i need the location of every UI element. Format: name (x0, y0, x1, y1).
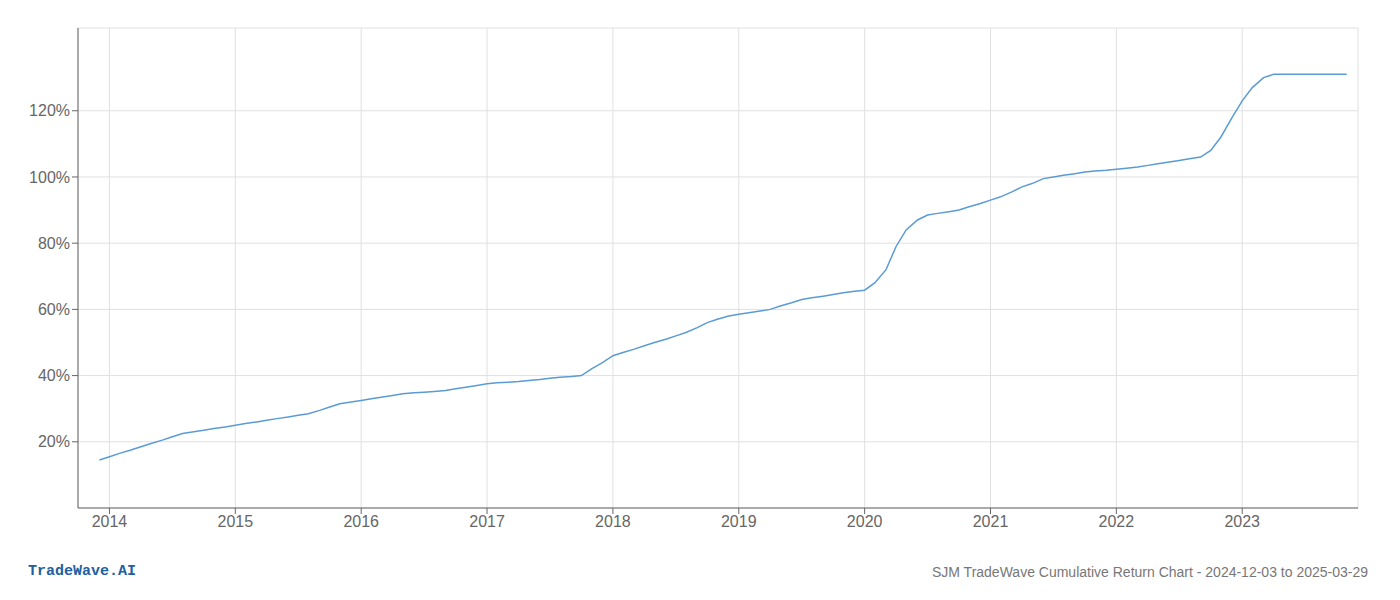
svg-text:120%: 120% (29, 102, 70, 119)
svg-text:2019: 2019 (721, 513, 757, 530)
svg-text:2018: 2018 (595, 513, 631, 530)
svg-text:20%: 20% (38, 433, 70, 450)
svg-text:2016: 2016 (343, 513, 379, 530)
svg-text:80%: 80% (38, 235, 70, 252)
svg-text:2014: 2014 (92, 513, 128, 530)
svg-text:2017: 2017 (469, 513, 505, 530)
svg-text:40%: 40% (38, 367, 70, 384)
svg-text:2021: 2021 (973, 513, 1009, 530)
svg-text:2020: 2020 (847, 513, 883, 530)
html-text:SJM TradeWave Cumulative Retur: SJM TradeWave Cumulative Return Chart - … (932, 564, 1368, 580)
html-text:TradeWave.AI: TradeWave.AI (28, 563, 136, 580)
svg-text:2015: 2015 (218, 513, 254, 530)
svg-text:100%: 100% (29, 169, 70, 186)
svg-text:60%: 60% (38, 301, 70, 318)
svg-text:2022: 2022 (1099, 513, 1135, 530)
svg-text:2023: 2023 (1224, 513, 1260, 530)
